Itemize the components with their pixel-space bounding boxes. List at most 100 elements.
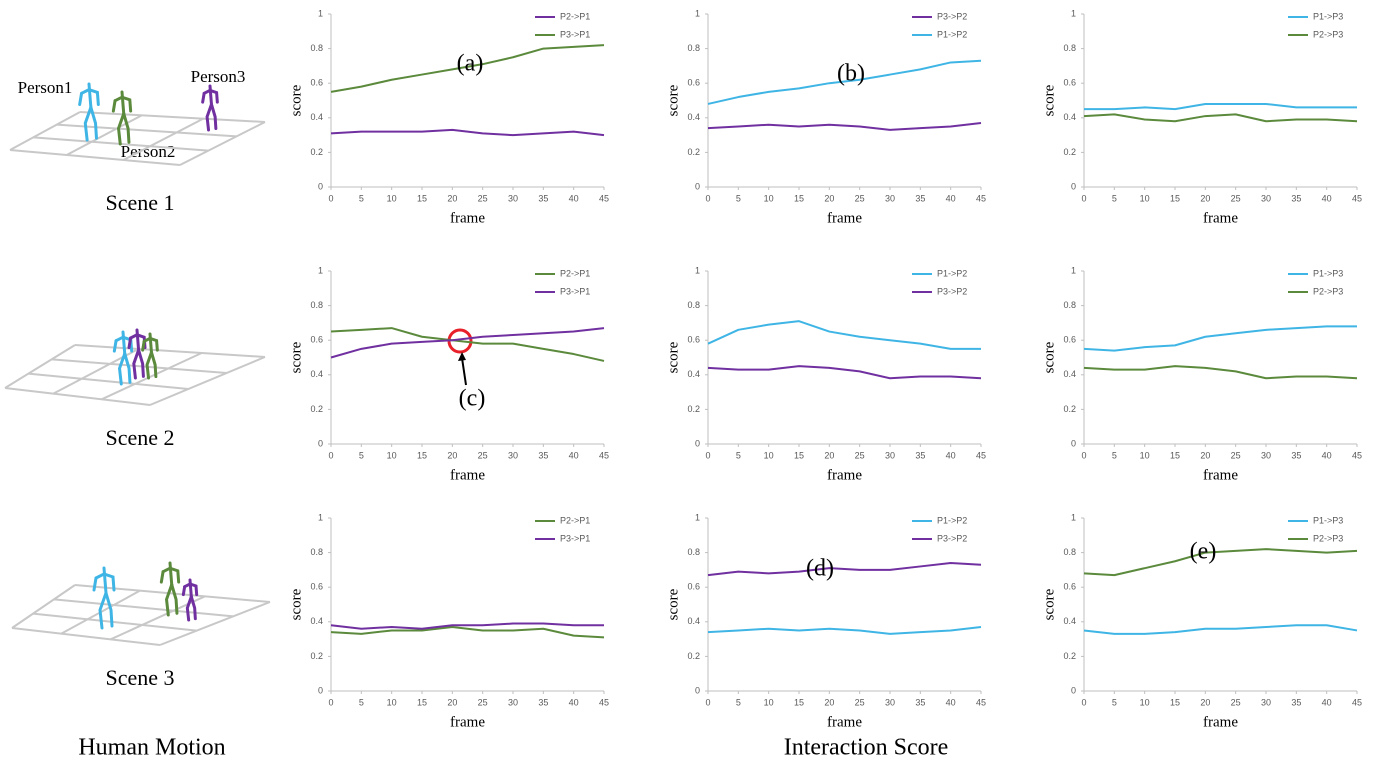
x-tick-label: 45 [976,450,986,460]
x-tick-label: 25 [478,450,488,460]
series-line [330,327,605,362]
x-tick-label: 20 [1200,193,1210,203]
y-tick-label: 0.6 [310,335,323,345]
y-axis-label: score [1041,341,1057,373]
x-tick-label: 15 [417,697,427,707]
x-tick-label: 45 [599,697,609,707]
x-axis-label: frame [450,714,485,730]
y-tick-label: 0.6 [687,78,700,88]
arrow [461,357,467,386]
stick-figure [78,91,84,107]
stick-figure [137,348,145,378]
annotation: (a) [457,51,484,77]
floor-grid [51,358,227,374]
y-axis-label: score [288,341,304,373]
stick-figure [202,88,219,104]
x-tick-label: 0 [705,697,710,707]
scene-label: Scene 2 [105,425,174,450]
x-axis-label: frame [827,467,862,483]
stick-figure [205,102,213,132]
x-tick-label: 15 [417,193,427,203]
x-tick-label: 35 [538,450,548,460]
x-tick-label: 35 [915,193,925,203]
legend-label: P3->P2 [937,11,967,21]
x-tick-label: 10 [764,450,774,460]
x-axis-label: frame [827,210,862,226]
x-tick-label: 40 [946,697,956,707]
series-line [1084,102,1357,111]
y-tick-label: 0.8 [310,300,323,310]
y-tick-label: 1 [695,8,700,18]
x-tick-label: 10 [387,193,397,203]
y-tick-label: 0.4 [687,112,700,122]
y-tick-label: 0.2 [1063,404,1076,414]
y-tick-label: 1 [318,8,323,18]
stick-figure [117,112,126,146]
y-tick-label: 0.4 [1063,616,1076,626]
floor-grid [53,598,234,618]
stick-figure [112,339,118,353]
y-tick-label: 0.6 [310,78,323,88]
y-tick-label: 1 [1071,8,1076,18]
stick-figure [87,82,93,109]
y-tick-label: 0.2 [310,404,323,414]
x-tick-label: 30 [1261,450,1271,460]
floor-grid [28,372,189,390]
stick-figure [127,336,133,350]
series-line [1083,624,1358,635]
x-tick-label: 0 [1081,450,1086,460]
y-tick-label: 1 [695,512,700,522]
x-tick-label: 25 [855,697,865,707]
y-tick-label: 0.8 [310,547,323,557]
person-label: Person1 [18,78,73,97]
y-axis-label: score [665,588,681,620]
series-line [707,625,982,635]
x-tick-label: 5 [359,193,364,203]
series-line [707,561,982,577]
annotation: (b) [837,61,865,87]
x-tick-label: 20 [1200,697,1210,707]
y-tick-label: 0.2 [1063,651,1076,661]
floor-grid [32,612,197,632]
x-tick-label: 30 [1261,697,1271,707]
stick-figure [83,105,93,142]
x-tick-label: 15 [794,450,804,460]
x-tick-label: 10 [764,697,774,707]
y-tick-label: 1 [318,512,323,522]
floor-grid [9,111,81,151]
legend-label: P3->P2 [937,286,967,296]
stick-figure [149,350,158,379]
y-tick-label: 0 [1071,438,1076,448]
x-tick-label: 10 [387,450,397,460]
stick-figure [104,591,114,628]
stick-figure [120,90,126,116]
x-tick-label: 45 [1352,193,1362,203]
legend-label: P1->P3 [1313,11,1343,21]
legend-label: P2->P3 [1313,533,1343,543]
x-tick-label: 30 [885,697,895,707]
y-tick-label: 0 [318,685,323,695]
x-tick-label: 0 [705,450,710,460]
x-axis-label: frame [450,210,485,226]
stick-figure [183,582,199,597]
x-tick-label: 5 [359,450,364,460]
scene-label: Scene 3 [105,665,174,690]
x-axis-label: frame [1203,210,1238,226]
y-tick-label: 0.8 [1063,300,1076,310]
y-tick-label: 0.2 [310,651,323,661]
x-tick-label: 40 [569,697,579,707]
x-tick-label: 40 [1322,193,1332,203]
x-tick-label: 25 [478,697,488,707]
y-tick-label: 0.6 [1063,335,1076,345]
stick-figure [122,112,131,144]
y-tick-label: 1 [318,265,323,275]
annotation: (c) [459,386,486,412]
x-tick-label: 35 [1291,697,1301,707]
y-tick-label: 0.6 [310,582,323,592]
legend-label: P1->P2 [937,515,967,525]
annotation: (e) [1190,539,1217,565]
y-tick-label: 0.4 [310,616,323,626]
x-tick-label: 25 [855,450,865,460]
y-tick-label: 0.4 [310,369,323,379]
